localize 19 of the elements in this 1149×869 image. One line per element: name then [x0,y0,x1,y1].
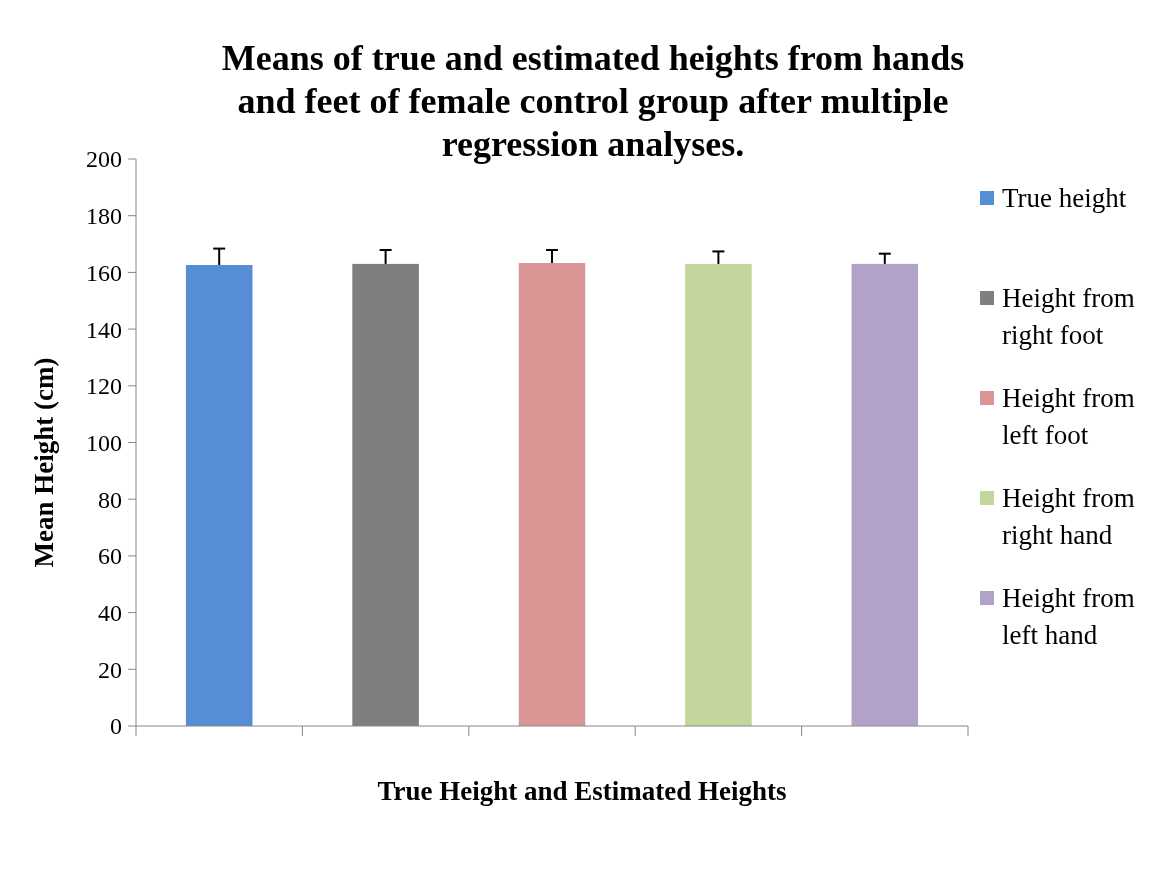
y-tick-label: 160 [86,259,122,286]
y-tick-label: 60 [98,543,122,570]
chart-title: Means of true and estimated heights from hands and feet of female control group after multiple regression analyses. [221,38,965,164]
legend-label: Height from left foot [1002,383,1135,450]
legend-label: Height from right hand [1002,483,1135,550]
y-tick-label: 40 [98,600,122,626]
y-tick-label: 180 [86,203,122,230]
y-tick-label: 100 [86,429,122,456]
x-axis-title: True Height and Estimated Heights [377,776,787,806]
y-tick-label: 200 [86,146,122,173]
y-tick-label: 0 [110,713,122,740]
y-tick-label: 80 [98,486,122,513]
legend-label: True height [1002,183,1127,213]
legend-label: Height from left hand [1002,583,1135,650]
legend-label: Height from right foot [1002,283,1135,350]
y-axis-title: Mean Height (cm) [29,357,59,568]
y-tick-label: 140 [86,316,122,343]
y-tick-label: 120 [86,373,122,400]
y-tick-label: 20 [98,656,122,683]
